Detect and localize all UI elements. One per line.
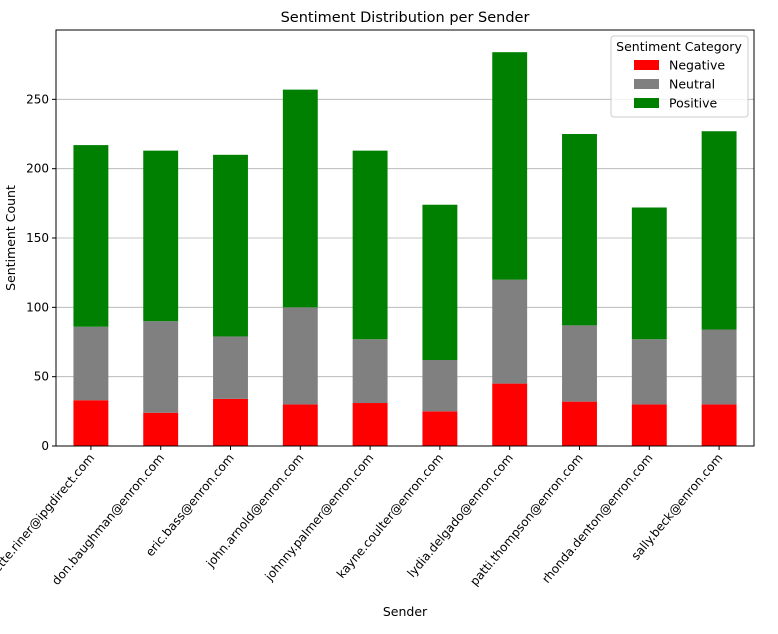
bar-neutral-8 <box>631 339 667 405</box>
bar-positive-5 <box>422 204 458 361</box>
y-tick-label: 100 <box>26 300 49 314</box>
bar-negative-7 <box>562 401 597 446</box>
y-tick-label: 200 <box>26 162 49 176</box>
bar-positive-6 <box>492 52 528 280</box>
y-axis-ticks: 0 50 100 150 200 250 <box>26 92 56 453</box>
bar-neutral-4 <box>352 339 388 404</box>
bar-positive-3 <box>282 89 318 308</box>
bar-negative-3 <box>282 404 318 446</box>
y-tick-label: 250 <box>26 92 49 106</box>
y-tick-label: 50 <box>34 370 49 384</box>
bar-positive-4 <box>352 150 388 340</box>
bar-negative-0 <box>73 400 109 446</box>
bar-neutral-1 <box>143 321 179 413</box>
y-tick-label: 150 <box>26 231 49 245</box>
legend-label-neutral: Neutral <box>669 77 715 92</box>
legend-swatch-positive <box>634 98 659 108</box>
bar-neutral-7 <box>562 325 597 402</box>
x-tick-label: patti.thompson@enron.com <box>467 451 586 589</box>
legend-label-positive: Positive <box>669 96 717 111</box>
bar-negative-5 <box>422 411 458 446</box>
legend-label-negative: Negative <box>669 58 725 73</box>
bar-positive-0 <box>73 145 109 327</box>
x-tick-label: bobette.riner@ipgdirect.com <box>0 451 97 593</box>
bar-negative-6 <box>492 383 528 446</box>
legend-items: Negative Neutral Positive <box>634 58 725 111</box>
bar-negative-4 <box>352 403 388 446</box>
legend-swatch-negative <box>634 60 659 70</box>
bar-neutral-6 <box>492 279 528 384</box>
legend-box <box>610 35 749 118</box>
bar-neutral-3 <box>282 307 318 405</box>
bar-negative-1 <box>143 412 179 446</box>
legend: Sentiment Category Negative Neutral Positi… <box>610 35 749 118</box>
bar-neutral-5 <box>422 360 458 412</box>
y-axis-label: Sentiment Count <box>3 185 18 291</box>
legend-swatch-neutral <box>634 79 659 89</box>
bar-neutral-2 <box>213 336 248 399</box>
bar-negative-2 <box>213 398 248 446</box>
x-axis-ticks: bobette.riner@ipgdirect.comdon.baughman@… <box>0 446 725 593</box>
x-tick-label: rhonda.denton@enron.com <box>539 451 655 586</box>
bar-neutral-9 <box>701 329 737 405</box>
bar-positive-8 <box>631 207 667 340</box>
bar-positive-9 <box>701 131 737 330</box>
y-tick-label: 0 <box>41 439 49 453</box>
bar-positive-1 <box>143 150 179 322</box>
x-axis-label: Sender <box>383 604 428 619</box>
bar-negative-9 <box>701 404 737 446</box>
legend-title: Sentiment Category <box>616 39 742 54</box>
x-tick-label: don.baughman@enron.com <box>49 451 167 588</box>
bar-negative-8 <box>631 404 667 446</box>
chart-title: Sentiment Distribution per Sender <box>281 10 530 26</box>
bars <box>73 52 737 446</box>
bar-positive-7 <box>562 134 597 326</box>
bar-neutral-0 <box>73 326 109 401</box>
bar-positive-2 <box>213 154 248 337</box>
